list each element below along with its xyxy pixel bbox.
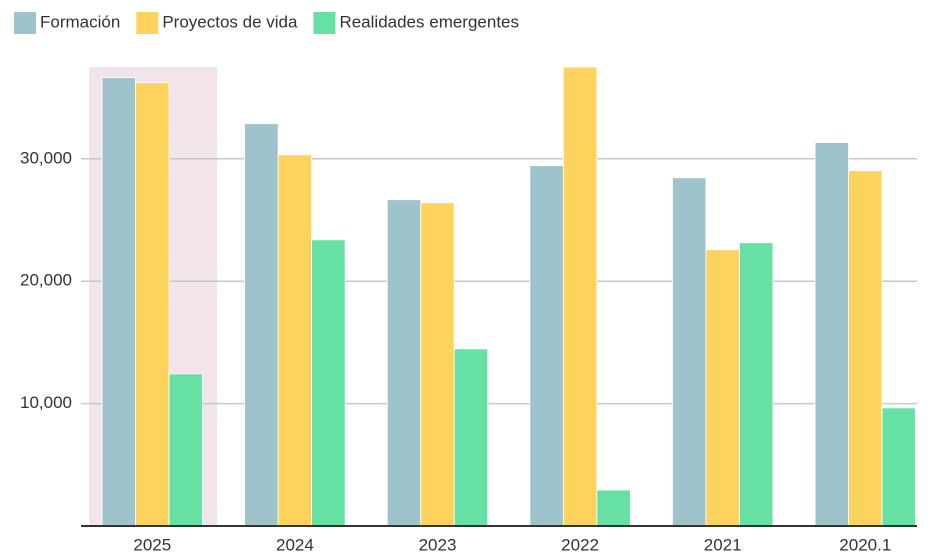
bar: [420, 202, 455, 527]
bar: [386, 199, 422, 527]
legend-swatch: [136, 12, 159, 34]
y-tick-label: 10,000: [20, 393, 72, 412]
x-tick-label: 2022: [561, 535, 599, 554]
bar: [135, 82, 170, 527]
bar: [814, 142, 849, 527]
bar: [672, 177, 707, 527]
x-tick-label: 2024: [276, 535, 314, 554]
bar: [101, 77, 136, 527]
x-tick-label: 2020.1: [839, 535, 891, 554]
bar: [881, 407, 916, 527]
legend-label: Proyectos de vida: [162, 12, 298, 31]
bar: [277, 154, 313, 527]
bar: [529, 165, 564, 527]
bar: [244, 123, 279, 527]
bar: [311, 239, 346, 527]
legend-swatch: [313, 12, 336, 34]
bar: [739, 242, 774, 527]
bar: [562, 66, 598, 527]
y-tick-label: 30,000: [20, 148, 72, 167]
y-tick-label: 20,000: [20, 271, 72, 290]
bar: [705, 249, 740, 527]
x-tick-label: 2023: [419, 535, 457, 554]
x-tick-label: 2025: [133, 535, 171, 554]
legend-label: Formación: [40, 12, 120, 31]
bar: [848, 170, 883, 527]
bar: [453, 348, 489, 527]
x-tick-label: 2021: [704, 535, 742, 554]
legend-label: Realidades emergentes: [339, 12, 519, 31]
bar: [596, 489, 631, 527]
bar: [168, 373, 203, 527]
legend-swatch: [14, 12, 36, 34]
